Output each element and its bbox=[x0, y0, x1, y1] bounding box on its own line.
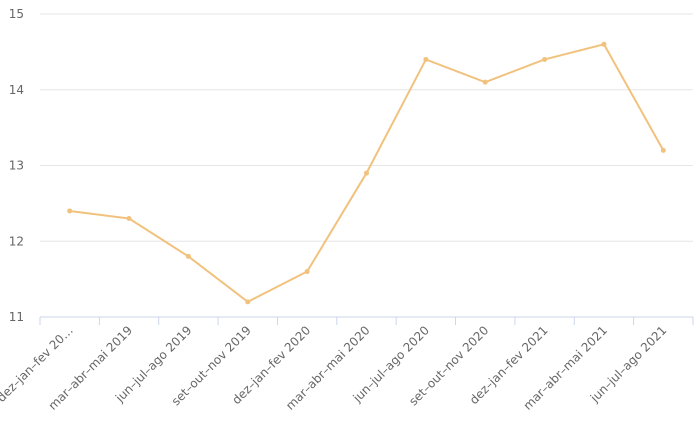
data-point bbox=[67, 208, 73, 214]
y-tick-label: 14 bbox=[9, 83, 24, 97]
data-point bbox=[660, 147, 666, 153]
data-point bbox=[601, 41, 607, 47]
y-tick-label: 11 bbox=[9, 310, 24, 324]
data-point bbox=[482, 79, 488, 85]
data-point bbox=[364, 170, 369, 176]
data-point bbox=[185, 253, 191, 259]
data-point bbox=[423, 56, 429, 62]
data-point bbox=[126, 216, 132, 222]
y-tick-label: 12 bbox=[9, 234, 24, 248]
y-tick-label: 13 bbox=[9, 159, 24, 173]
y-tick-label: 15 bbox=[9, 7, 24, 21]
data-point bbox=[542, 56, 548, 62]
data-point bbox=[304, 269, 310, 275]
data-point bbox=[245, 299, 251, 305]
